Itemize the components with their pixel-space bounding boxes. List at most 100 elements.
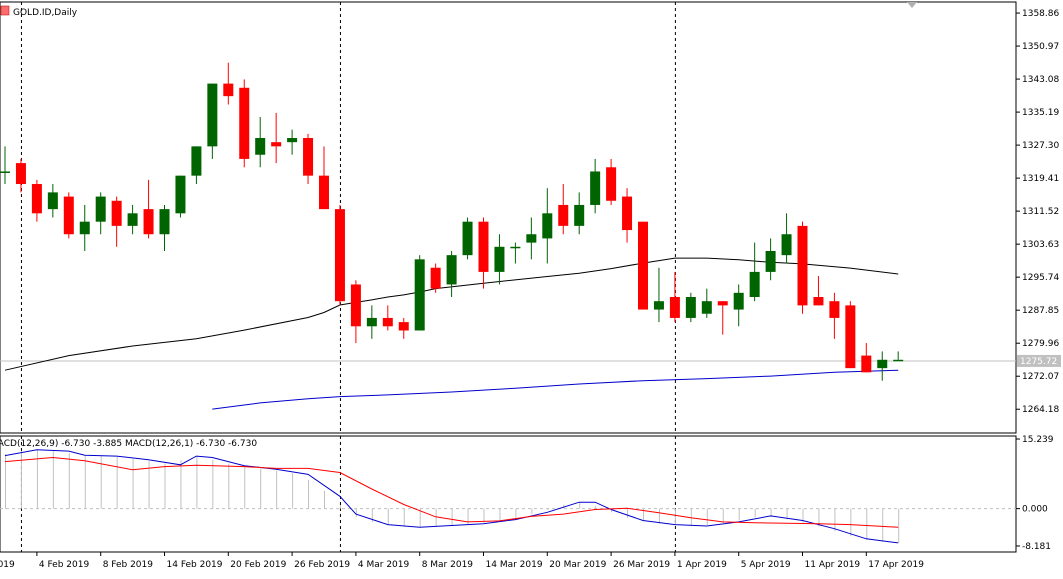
- candle-bearish[interactable]: [430, 267, 441, 289]
- moving-average-line: [4, 257, 899, 371]
- candle-bearish[interactable]: [861, 355, 872, 373]
- candle-bullish[interactable]: [574, 204, 585, 226]
- chart-symbol-title: GOLD.ID,Daily: [13, 8, 78, 18]
- date-label: 5 Apr 2019: [741, 560, 791, 570]
- candle-bearish[interactable]: [319, 175, 329, 210]
- macd-pane-frame: [0, 435, 1017, 553]
- candle-bearish[interactable]: [31, 184, 42, 214]
- candle-bullish[interactable]: [255, 137, 266, 155]
- candle-bearish[interactable]: [606, 167, 617, 201]
- macd-tick-label: 15.239: [1022, 435, 1054, 445]
- candle-bullish[interactable]: [877, 359, 888, 369]
- candle-bearish[interactable]: [797, 225, 808, 306]
- price-tick-label: 1343.08: [1022, 75, 1059, 85]
- price-pane-frame: [0, 1, 1017, 434]
- candle-bullish[interactable]: [127, 213, 138, 226]
- candle-bullish[interactable]: [749, 271, 760, 298]
- candle-bullish[interactable]: [0, 171, 10, 173]
- candle-bearish[interactable]: [622, 196, 633, 231]
- candle-bullish[interactable]: [733, 292, 744, 310]
- date-label: 20 Feb 2019: [230, 560, 286, 570]
- date-label: 14 Mar 2019: [486, 560, 543, 570]
- macd-main-line: [4, 449, 899, 544]
- price-tick-label: 1295.74: [1022, 273, 1059, 283]
- candle-bearish[interactable]: [558, 204, 569, 226]
- candle-bearish[interactable]: [143, 209, 154, 235]
- candle-bearish[interactable]: [382, 317, 393, 327]
- candle-bullish[interactable]: [893, 359, 904, 362]
- candle-bearish[interactable]: [239, 87, 250, 159]
- price-tick-label: 1303.63: [1022, 240, 1059, 250]
- candle-bearish[interactable]: [350, 284, 361, 327]
- candle-bullish[interactable]: [414, 259, 425, 331]
- symbol-icon[interactable]: [0, 5, 10, 16]
- date-label: 4 Mar 2019: [358, 560, 410, 570]
- price-tick-label: 1287.85: [1022, 306, 1059, 316]
- candle-bullish[interactable]: [159, 209, 170, 235]
- date-label: 26 Mar 2019: [613, 560, 670, 570]
- macd-indicator-title: MACD(12,26,9) -6.730 -3.885 MACD(12,26,1…: [0, 439, 257, 449]
- candle-bullish[interactable]: [47, 192, 58, 210]
- candle-bearish[interactable]: [271, 142, 282, 147]
- candle-bearish[interactable]: [478, 221, 489, 272]
- price-tick-label: 1264.18: [1022, 405, 1059, 415]
- date-label: 1 Apr 2019: [677, 560, 727, 570]
- candle-bearish[interactable]: [845, 305, 856, 369]
- candle-bullish[interactable]: [701, 301, 712, 314]
- candle-bullish[interactable]: [781, 234, 792, 256]
- candle-bearish[interactable]: [15, 163, 26, 185]
- candle-bullish[interactable]: [191, 146, 202, 176]
- date-label: 11 Apr 2019: [805, 560, 861, 570]
- chart-shift-marker[interactable]: [907, 2, 917, 8]
- moving-average-line-slow: [212, 369, 899, 410]
- price-tick-label: 1335.19: [1022, 108, 1059, 118]
- candle-bearish[interactable]: [669, 297, 680, 318]
- date-label: 2019: [0, 560, 15, 570]
- current-price-tag: [1017, 354, 1061, 367]
- candle-bullish[interactable]: [175, 175, 186, 214]
- candle-bullish[interactable]: [510, 246, 521, 249]
- price-tick-label: 1327.30: [1022, 141, 1059, 151]
- candle-bearish[interactable]: [303, 137, 314, 176]
- candle-bullish[interactable]: [653, 301, 664, 310]
- price-tick-label: 1272.07: [1022, 372, 1059, 382]
- candle-bearish[interactable]: [813, 297, 824, 306]
- candle-bullish[interactable]: [207, 83, 218, 147]
- price-tick-label: 1311.52: [1022, 207, 1059, 217]
- candle-bullish[interactable]: [446, 255, 457, 285]
- macd-signal-line: [4, 456, 899, 528]
- date-label: 4 Feb 2019: [39, 560, 90, 570]
- date-label: 20 Mar 2019: [549, 560, 606, 570]
- date-label: 8 Mar 2019: [422, 560, 474, 570]
- candle-bearish[interactable]: [829, 301, 840, 318]
- current-price-label: 1275.72: [1020, 357, 1057, 367]
- candle-bullish[interactable]: [366, 317, 377, 327]
- candle-bullish[interactable]: [462, 221, 473, 256]
- candle-bearish[interactable]: [111, 200, 122, 226]
- candle-bullish[interactable]: [79, 221, 90, 235]
- candle-bullish[interactable]: [95, 196, 106, 222]
- candle-bullish[interactable]: [590, 171, 601, 205]
- candle-bearish[interactable]: [63, 196, 74, 235]
- price-tick-label: 1319.41: [1022, 174, 1059, 184]
- candle-bearish[interactable]: [398, 322, 409, 331]
- price-tick-label: 1350.97: [1022, 42, 1059, 52]
- candle-bullish[interactable]: [494, 246, 505, 272]
- candle-bullish[interactable]: [542, 213, 553, 239]
- candle-bearish[interactable]: [638, 221, 648, 310]
- price-tick-label: 1279.96: [1022, 339, 1059, 349]
- date-label: 17 Apr 2019: [868, 560, 924, 570]
- candle-bearish[interactable]: [717, 301, 728, 306]
- macd-tick-label: 0.000: [1022, 505, 1048, 515]
- candle-bullish[interactable]: [287, 137, 298, 143]
- date-label: 26 Feb 2019: [294, 560, 350, 570]
- candle-bearish[interactable]: [223, 83, 234, 97]
- candle-bullish[interactable]: [765, 250, 776, 272]
- price-tick-label: 1358.86: [1022, 9, 1059, 19]
- candle-bullish[interactable]: [526, 234, 537, 243]
- macd-tick-label: -8.181: [1022, 542, 1051, 552]
- candle-bearish[interactable]: [334, 209, 345, 302]
- candle-bullish[interactable]: [685, 297, 696, 318]
- date-label: 14 Feb 2019: [167, 560, 223, 570]
